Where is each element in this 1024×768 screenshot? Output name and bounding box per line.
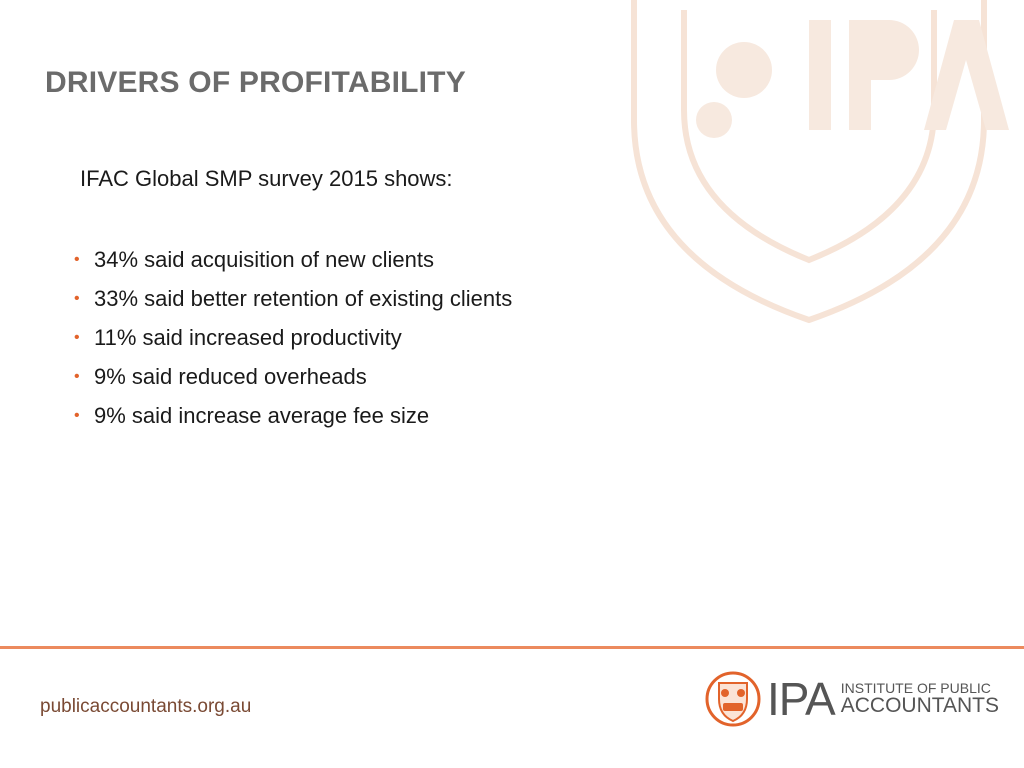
bullet-icon: • bbox=[74, 368, 80, 385]
logo-wordmark: INSTITUTE OF PUBLIC ACCOUNTANTS bbox=[840, 679, 1000, 718]
list-item-text: 33% said better retention of existing cl… bbox=[94, 286, 513, 311]
website-url[interactable]: publicaccountants.org.au bbox=[40, 696, 252, 717]
intro-text: IFAC Global SMP survey 2015 shows: bbox=[80, 166, 453, 191]
list-item-text: 9% said reduced overheads bbox=[94, 364, 367, 389]
list-item: • 9% said reduced overheads bbox=[74, 357, 512, 396]
bullet-icon: • bbox=[74, 290, 80, 307]
slide-title: DRIVERS OF PROFITABILITY bbox=[45, 66, 466, 99]
logo-line-2: ACCOUNTANTS bbox=[840, 694, 1000, 718]
footer-divider bbox=[0, 646, 1024, 649]
list-item: • 11% said increased productivity bbox=[74, 318, 512, 357]
list-item-text: 34% said acquisition of new clients bbox=[94, 247, 434, 272]
logo-line-1: INSTITUTE OF PUBLIC bbox=[840, 679, 991, 696]
logo-mark: IPA bbox=[767, 673, 836, 725]
bullet-icon: • bbox=[74, 251, 80, 268]
crest-icon bbox=[705, 671, 761, 727]
list-item-text: 9% said increase average fee size bbox=[94, 403, 430, 428]
list-item: • 9% said increase average fee size bbox=[74, 396, 512, 435]
list-item: • 34% said acquisition of new clients bbox=[74, 240, 512, 279]
bullet-icon: • bbox=[74, 329, 80, 346]
ipa-crest-watermark bbox=[631, 0, 1009, 324]
list-item: • 33% said better retention of existing … bbox=[74, 279, 512, 318]
bullet-list: • 34% said acquisition of new clients • … bbox=[74, 240, 512, 435]
list-item-text: 11% said increased productivity bbox=[94, 325, 402, 350]
ipa-logo: IPA INSTITUTE OF PUBLIC ACCOUNTANTS bbox=[705, 669, 1005, 729]
bullet-icon: • bbox=[74, 407, 80, 424]
